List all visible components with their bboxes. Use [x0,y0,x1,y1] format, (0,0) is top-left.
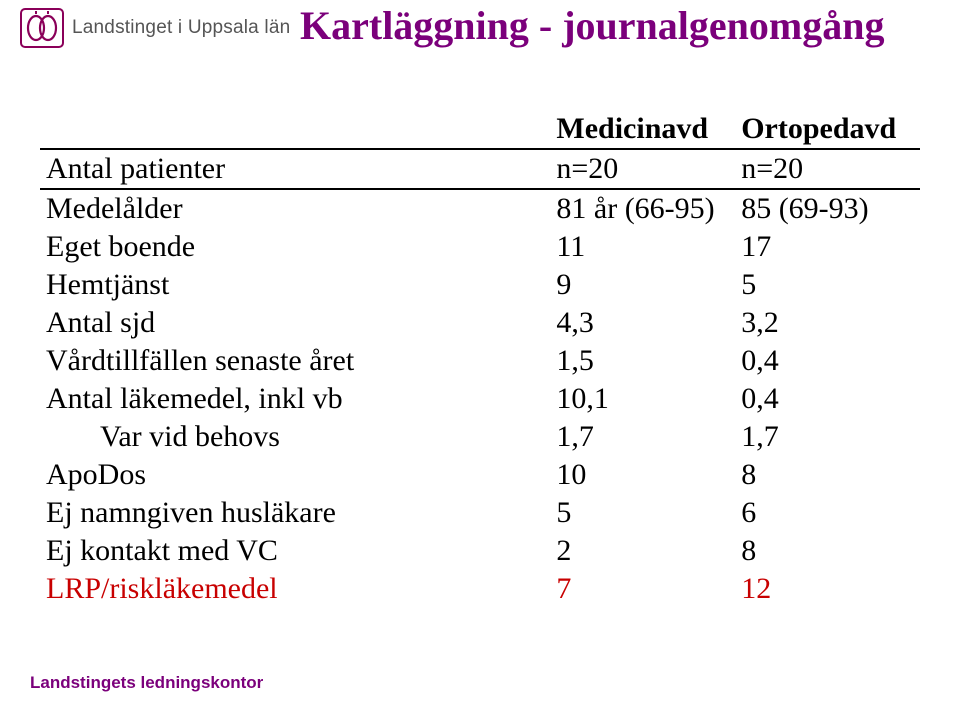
org-logo-icon [20,8,64,48]
row-label: Antal sjd [40,304,550,342]
row-value-b: 3,2 [735,304,920,342]
row-label: Eget boende [40,228,550,266]
table-row: ApoDos108 [40,456,920,494]
table-header-col1: Medicinavd [550,110,735,149]
table-row: Antal patientern=20n=20 [40,149,920,189]
table-row: Vårdtillfällen senaste året1,50,4 [40,342,920,380]
row-label: ApoDos [40,456,550,494]
table-row: Ej kontakt med VC28 [40,532,920,570]
row-label: Antal läkemedel, inkl vb [40,380,550,418]
table-row: Medelålder81 år (66-95)85 (69-93) [40,189,920,228]
row-value-a: 11 [550,228,735,266]
row-value-a: 2 [550,532,735,570]
row-value-a: 81 år (66-95) [550,189,735,228]
row-value-b: 6 [735,494,920,532]
org-name: Landstinget i Uppsala län [72,17,290,39]
table-row: Eget boende1117 [40,228,920,266]
table-header-col2: Ortopedavd [735,110,920,149]
row-label: LRP/riskläkemedel [40,570,550,608]
table-row: Hemtjänst95 [40,266,920,304]
row-value-a: 4,3 [550,304,735,342]
row-label: Ej kontakt med VC [40,532,550,570]
data-table-wrap: Medicinavd Ortopedavd Antal patientern=2… [40,110,920,608]
data-table: Medicinavd Ortopedavd Antal patientern=2… [40,110,920,608]
row-value-b: 12 [735,570,920,608]
row-value-a: 9 [550,266,735,304]
row-label: Var vid behovs [40,418,550,456]
header: Landstinget i Uppsala län [20,8,290,48]
row-value-b: 0,4 [735,380,920,418]
row-value-b: 0,4 [735,342,920,380]
table-row: LRP/riskläkemedel712 [40,570,920,608]
row-value-b: n=20 [735,149,920,189]
table-header-blank [40,110,550,149]
row-value-b: 1,7 [735,418,920,456]
table-row: Antal läkemedel, inkl vb10,10,4 [40,380,920,418]
row-label: Ej namngiven husläkare [40,494,550,532]
page-title: Kartläggning - journalgenomgång [300,3,884,48]
row-value-a: 5 [550,494,735,532]
title-wrap: Kartläggning - journalgenomgång [300,2,952,49]
table-body: Antal patientern=20n=20Medelålder81 år (… [40,149,920,608]
row-value-a: 1,5 [550,342,735,380]
row-value-b: 8 [735,532,920,570]
table-row: Ej namngiven husläkare56 [40,494,920,532]
row-value-a: 1,7 [550,418,735,456]
row-value-b: 5 [735,266,920,304]
table-row: Var vid behovs1,71,7 [40,418,920,456]
row-value-b: 85 (69-93) [735,189,920,228]
table-header-row: Medicinavd Ortopedavd [40,110,920,149]
row-value-a: 7 [550,570,735,608]
row-value-a: n=20 [550,149,735,189]
row-label: Hemtjänst [40,266,550,304]
row-value-b: 8 [735,456,920,494]
row-value-b: 17 [735,228,920,266]
footer-text: Landstingets ledningskontor [30,673,263,693]
row-label: Vårdtillfällen senaste året [40,342,550,380]
row-label: Medelålder [40,189,550,228]
row-value-a: 10,1 [550,380,735,418]
table-row: Antal sjd4,33,2 [40,304,920,342]
row-value-a: 10 [550,456,735,494]
row-label: Antal patienter [40,149,550,189]
